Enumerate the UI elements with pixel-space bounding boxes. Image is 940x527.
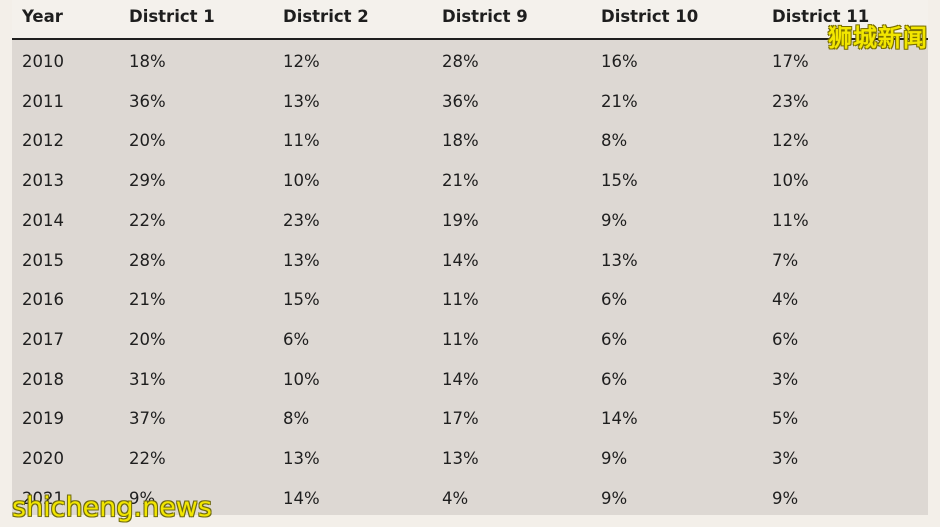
row-year-cell: 2017 xyxy=(22,329,64,349)
table-cell: 10% xyxy=(772,171,809,191)
column-header: District 9 xyxy=(442,7,528,26)
table-cell: 15% xyxy=(601,171,638,191)
table-cell: 36% xyxy=(442,91,479,111)
table-cell: 16% xyxy=(601,52,638,71)
table-cell: 4% xyxy=(772,290,799,310)
table-cell: 8% xyxy=(601,131,628,151)
table-cell: 37% xyxy=(129,409,166,429)
table-cell: 9% xyxy=(601,488,628,508)
table-cell: 6% xyxy=(601,290,628,310)
table-cell: 6% xyxy=(601,369,628,389)
table-cell: 18% xyxy=(129,52,166,71)
table-cell: 12% xyxy=(283,52,320,71)
table-cell: 14% xyxy=(442,369,479,389)
table-cell: 9% xyxy=(129,488,156,508)
row-year-cell: 2020 xyxy=(22,449,64,468)
table-cell: 11% xyxy=(442,329,479,349)
table-cell: 6% xyxy=(601,329,628,349)
table-cell: 12% xyxy=(772,131,809,151)
table-cell: 10% xyxy=(283,369,320,389)
table-cell: 14% xyxy=(442,250,479,270)
table-cell: 21% xyxy=(442,171,479,191)
table-cell: 13% xyxy=(442,449,479,468)
table-cell: 11% xyxy=(283,131,320,151)
table-cell: 6% xyxy=(772,329,799,349)
table-cell: 29% xyxy=(129,171,166,191)
table-cell: 23% xyxy=(283,210,320,230)
table-cell: 10% xyxy=(283,171,320,191)
table-cell: 14% xyxy=(283,488,320,508)
table-cell: 9% xyxy=(601,449,628,468)
table-cell: 20% xyxy=(129,131,166,151)
table-cell: 17% xyxy=(772,52,809,71)
data-table: Year District 1 District 2 District 9 Distri… xyxy=(12,0,928,527)
table-cell: 8% xyxy=(283,409,310,429)
table-cell: 11% xyxy=(442,290,479,310)
table-cell: 4% xyxy=(442,488,469,508)
row-year-cell: 2012 xyxy=(22,131,64,151)
table-cell: 9% xyxy=(772,488,799,508)
table-body: 2010 18% 12% 28% 16% 17% 2011 36% 13% 36% 21% 23% 20… xyxy=(12,40,928,515)
table-cell: 36% xyxy=(129,91,166,111)
table-cell: 6% xyxy=(283,329,310,349)
table-cell: 18% xyxy=(442,131,479,151)
table-cell: 13% xyxy=(601,250,638,270)
table-header: Year District 1 District 2 District 9 Distri… xyxy=(12,0,928,40)
row-year-cell: 2019 xyxy=(22,409,64,429)
table-cell: 21% xyxy=(601,91,638,111)
table-cell: 5% xyxy=(772,409,799,429)
table-cell: 15% xyxy=(283,290,320,310)
table-cell: 19% xyxy=(442,210,479,230)
column-header: Year xyxy=(22,7,63,26)
table-cell: 9% xyxy=(601,210,628,230)
column-header: District 2 xyxy=(283,7,369,26)
watermark-top-right: 狮城新闻 xyxy=(828,24,928,52)
table-cell: 13% xyxy=(283,449,320,468)
table-cell: 28% xyxy=(442,52,479,71)
row-year-cell: 2011 xyxy=(22,91,64,111)
row-year-cell: 2015 xyxy=(22,250,64,270)
table-cell: 14% xyxy=(601,409,638,429)
row-year-cell: 2021 xyxy=(22,488,64,508)
row-year-cell: 2018 xyxy=(22,369,64,389)
table-cell: 31% xyxy=(129,369,166,389)
table-cell: 3% xyxy=(772,369,799,389)
table-cell: 22% xyxy=(129,210,166,230)
table-cell: 21% xyxy=(129,290,166,310)
table-cell: 13% xyxy=(283,91,320,111)
column-header: District 1 xyxy=(129,7,215,26)
column-header: District 10 xyxy=(601,7,699,26)
table-cell: 13% xyxy=(283,250,320,270)
watermark-bottom-left: shicheng.news xyxy=(12,492,212,523)
column-header: District 11 xyxy=(772,7,870,26)
table-cell: 17% xyxy=(442,409,479,429)
table-cell: 23% xyxy=(772,91,809,111)
row-year-cell: 2010 xyxy=(22,52,64,71)
row-year-cell: 2013 xyxy=(22,171,64,191)
table-cell: 7% xyxy=(772,250,799,270)
table-cell: 20% xyxy=(129,329,166,349)
table-cell: 11% xyxy=(772,210,809,230)
row-year-cell: 2014 xyxy=(22,210,64,230)
table-cell: 22% xyxy=(129,449,166,468)
table-cell: 3% xyxy=(772,449,799,468)
table-cell: 28% xyxy=(129,250,166,270)
row-year-cell: 2016 xyxy=(22,290,64,310)
